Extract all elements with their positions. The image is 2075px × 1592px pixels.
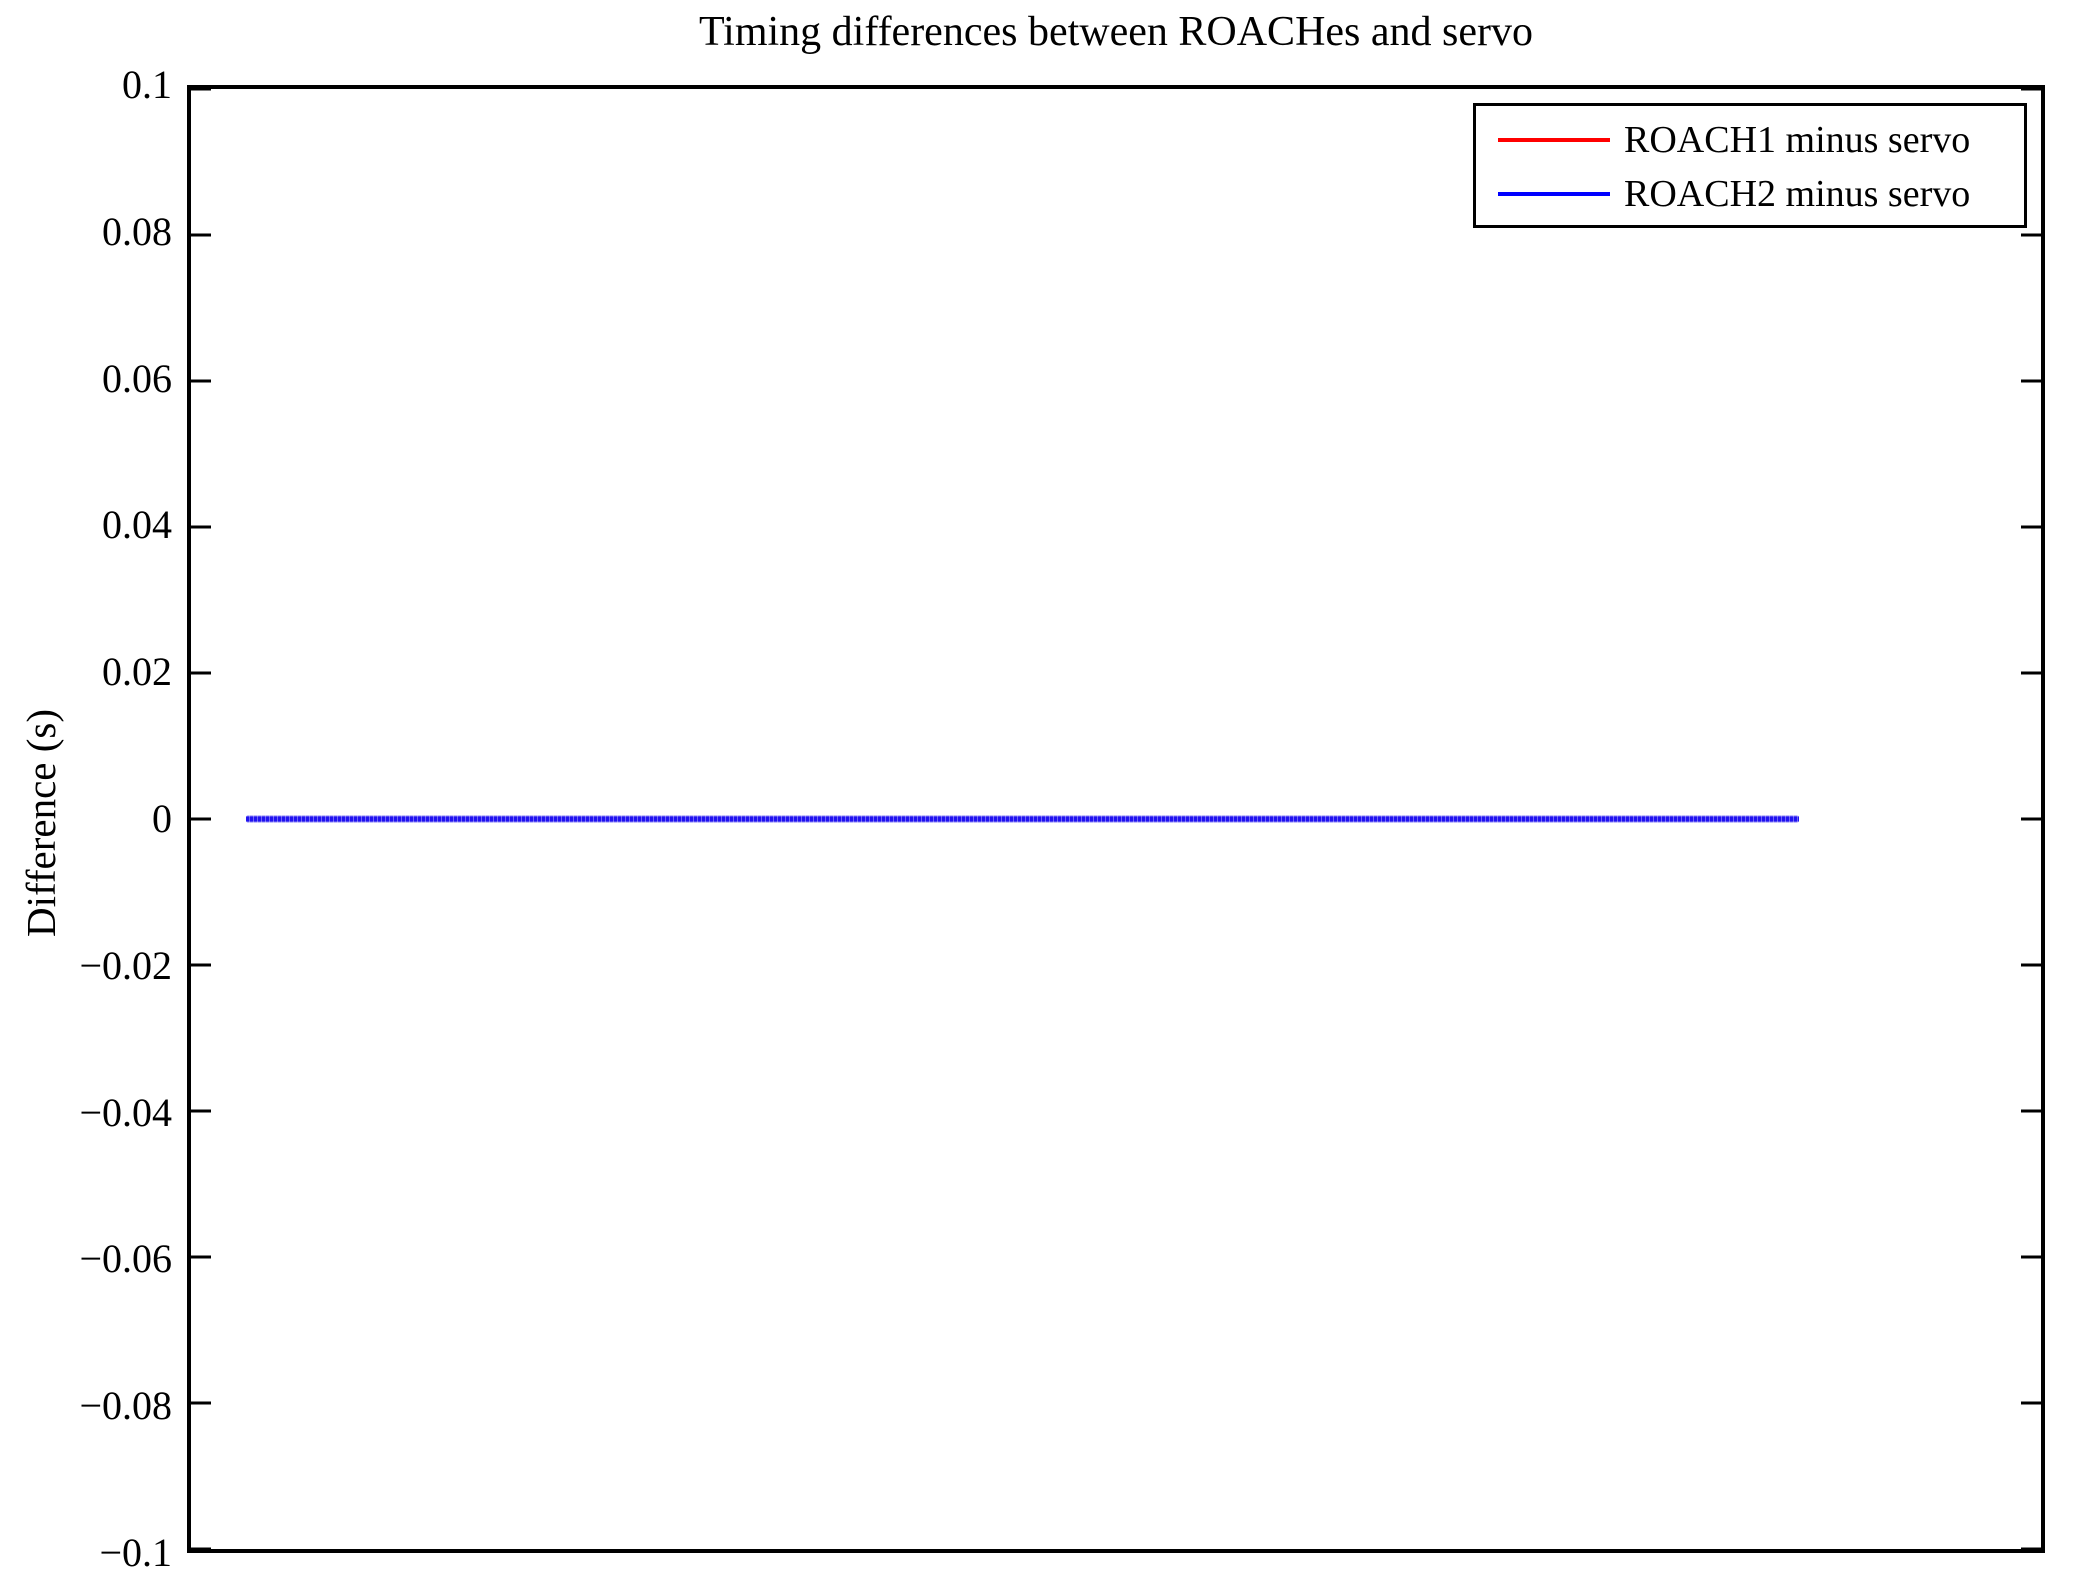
y-tick-label: −0.08 (79, 1383, 172, 1429)
y-tick-label: −0.06 (79, 1236, 172, 1282)
y-tick-mark-left (191, 1255, 211, 1259)
y-tick-label: 0.06 (102, 355, 172, 401)
y-tick-mark-left (191, 525, 211, 529)
y-tick-label: −0.02 (79, 942, 172, 988)
y-tick-mark-right (2021, 87, 2041, 91)
legend-line-sample-icon (1498, 192, 1610, 196)
legend-label: ROACH2 minus servo (1624, 173, 1971, 215)
y-tick-label: −0.04 (79, 1089, 172, 1135)
y-tick-mark-left (191, 233, 211, 237)
y-tick-label: 0.02 (102, 649, 172, 695)
legend-row: ROACH1 minus servo (1476, 113, 2024, 167)
y-tick-mark-right (2021, 1109, 2041, 1113)
y-tick-mark-left (191, 671, 211, 675)
legend-row: ROACH2 minus servo (1476, 167, 2024, 221)
y-tick-mark-right (2021, 379, 2041, 383)
y-tick-mark-right (2021, 817, 2041, 821)
series-line-roach2-minus-servo (246, 815, 1799, 823)
y-tick-mark-left (191, 1401, 211, 1405)
y-tick-mark-right (2021, 963, 2041, 967)
y-tick-label: 0 (152, 796, 172, 841)
y-tick-mark-left (191, 1109, 211, 1113)
legend-label: ROACH1 minus servo (1624, 119, 1971, 161)
y-tick-mark-right (2021, 1401, 2041, 1405)
y-tick-mark-left (191, 87, 211, 91)
y-tick-mark-right (2021, 233, 2041, 237)
y-tick-mark-left (191, 1547, 211, 1551)
y-tick-mark-right (2021, 525, 2041, 529)
y-tick-mark-left (191, 379, 211, 383)
y-tick-label: 0.08 (102, 208, 172, 254)
plot-area: ROACH1 minus servo ROACH2 minus servo (187, 85, 2045, 1553)
legend-line-sample-icon (1498, 138, 1610, 142)
y-tick-mark-left (191, 817, 211, 821)
legend: ROACH1 minus servo ROACH2 minus servo (1473, 103, 2027, 228)
y-tick-mark-right (2021, 1547, 2041, 1551)
y-tick-label-column: 0.1 0.08 0.06 0.04 0.02 0 −0.02 −0.04 −0.06 −0.08… (0, 65, 172, 1573)
y-tick-label: −0.1 (99, 1530, 172, 1575)
y-tick-label: 0.1 (122, 62, 172, 107)
y-tick-mark-right (2021, 1255, 2041, 1259)
y-tick-mark-left (191, 963, 211, 967)
chart-title: Timing differences between ROACHes and s… (698, 9, 1533, 55)
y-tick-mark-right (2021, 671, 2041, 675)
y-tick-label: 0.04 (102, 502, 172, 548)
